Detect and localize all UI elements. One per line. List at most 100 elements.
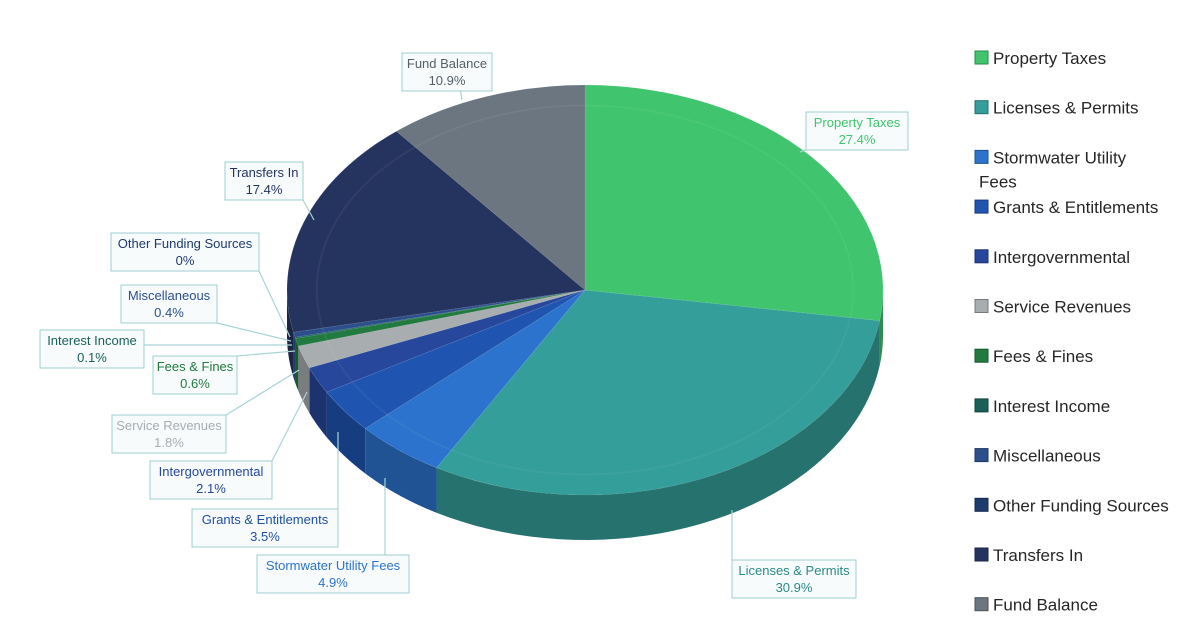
pie-side-service-revenues <box>298 345 310 413</box>
callout-value: 2.1% <box>196 481 226 496</box>
pie-slice-fund-balance <box>395 84 586 292</box>
callout-value: 10.9% <box>429 73 466 88</box>
pie-slice-intergovernmental <box>308 289 586 393</box>
callout-other-funding-sources: Other Funding Sources 0% <box>110 232 291 338</box>
callout-value: 1.8% <box>154 435 184 450</box>
callout-value: 0% <box>176 253 195 268</box>
pie-side-stormwater-utility-fees <box>365 428 437 513</box>
callout-leader <box>271 391 308 462</box>
pie-side-property-taxes <box>879 290 883 366</box>
legend-label: Stormwater Utility Fees <box>979 148 1127 191</box>
pie-side-transfers-in <box>287 290 294 378</box>
callout-fees-and-fines: Fees & Fines 0.6% <box>152 350 296 395</box>
callout-grants-and-entitlements: Grants & Entitlements 3.5% <box>191 432 339 548</box>
callout-box <box>111 414 227 454</box>
legend-item-grants-and-entitlements: Grants & Entitlements <box>974 198 1158 217</box>
pie-slice-stormwater-utility-fees <box>364 289 586 469</box>
legend-swatch <box>974 597 989 612</box>
callout-value: 0.4% <box>154 305 184 320</box>
pie-slice-interest-income <box>294 289 586 340</box>
legend-item-service-revenues: Service Revenues <box>974 298 1131 317</box>
callout-value: 30.9% <box>776 580 813 595</box>
callout-box <box>191 508 339 548</box>
callout-property-taxes: Property Taxes 27.4% <box>799 111 909 153</box>
legend: Property Taxes Licenses & Permits Stormwat… <box>974 49 1169 615</box>
pie-depth <box>287 290 883 540</box>
legend-label: Miscellaneous <box>993 447 1101 466</box>
callout-miscellaneous: Miscellaneous 0.4% <box>120 284 292 342</box>
pie-side-licenses-and-permits <box>436 320 880 540</box>
pie-slice-grants-and-entitlements <box>325 289 586 430</box>
callout-fund-balance: Fund Balance 10.9% <box>401 52 493 101</box>
callout-name: Property Taxes <box>814 115 901 130</box>
legend-label: Service Revenues <box>993 298 1131 317</box>
legend-label: Fund Balance <box>993 596 1098 615</box>
legend-item-stormwater-utility-fees: Stormwater Utility Fees <box>974 148 1127 191</box>
callout-stormwater-utility-fees: Stormwater Utility Fees 4.9% <box>256 478 410 594</box>
legend-label: Fees & Fines <box>993 347 1093 366</box>
callout-leader <box>799 149 807 153</box>
pie-slice-miscellaneous <box>292 289 586 338</box>
legend-swatch <box>974 448 989 463</box>
legend-label: Other Funding Sources <box>993 496 1169 515</box>
legend-item-transfers-in: Transfers In <box>974 546 1083 565</box>
callout-box <box>731 559 857 599</box>
callout-leader <box>216 322 292 342</box>
legend-label: Grants & Entitlements <box>993 198 1158 217</box>
callout-leader <box>236 350 296 357</box>
pie-slice-service-revenues <box>297 289 586 369</box>
callout-box <box>152 355 238 395</box>
legend-item-other-funding-sources: Other Funding Sources <box>974 496 1169 515</box>
callout-name: Fees & Fines <box>157 359 234 374</box>
pie-side-intergovernmental <box>309 367 327 438</box>
callout-leader <box>459 90 463 101</box>
callout-name: Service Revenues <box>116 418 222 433</box>
pie-slice-licenses-and-permits <box>435 289 881 496</box>
legend-item-intergovernmental: Intergovernmental <box>974 248 1130 267</box>
callout-name: Fund Balance <box>407 56 487 71</box>
legend-swatch <box>974 199 989 214</box>
legend-item-property-taxes: Property Taxes <box>974 49 1106 68</box>
legend-label: Transfers In <box>993 546 1083 565</box>
callout-box <box>39 329 145 369</box>
callout-box <box>110 232 260 272</box>
pie-sheen <box>315 104 855 476</box>
legend-swatch <box>974 348 989 363</box>
callout-box <box>401 52 493 92</box>
legend-swatch <box>974 547 989 562</box>
callout-licenses-and-permits: Licenses & Permits 30.9% <box>731 510 857 599</box>
legend-item-interest-income: Interest Income <box>974 397 1110 416</box>
legend-label: Interest Income <box>993 397 1110 416</box>
callout-service-revenues: Service Revenues 1.8% <box>111 369 300 454</box>
callout-name: Other Funding Sources <box>118 236 253 251</box>
callout-interest-income: Interest Income 0.1% <box>39 329 292 369</box>
callout-value: 0.1% <box>77 350 107 365</box>
legend-item-miscellaneous: Miscellaneous <box>974 447 1101 466</box>
legend-label: Property Taxes <box>993 49 1106 68</box>
pie-slice-property-taxes <box>584 84 884 322</box>
callout-transfers-in: Transfers In 17.4% <box>224 161 315 221</box>
legend-swatch <box>974 249 989 264</box>
legend-label: Intergovernmental <box>993 248 1130 267</box>
legend-swatch <box>974 50 989 65</box>
legend-item-licenses-and-permits: Licenses & Permits <box>974 99 1139 118</box>
callout-leader <box>225 369 300 416</box>
pie-top <box>286 84 884 496</box>
callout-name: Intergovernmental <box>159 464 264 479</box>
legend-swatch <box>974 497 989 512</box>
pie-side-miscellaneous <box>293 332 296 383</box>
callout-name: Transfers In <box>230 165 299 180</box>
callout-value: 0.6% <box>180 376 210 391</box>
callout-box <box>256 554 410 594</box>
data-callouts: Property Taxes 27.4% Licenses & Permits 30.… <box>39 52 909 599</box>
callout-box <box>224 161 304 201</box>
callout-value: 17.4% <box>246 182 283 197</box>
callout-value: 4.9% <box>318 575 348 590</box>
legend-swatch <box>974 149 989 164</box>
legend-swatch <box>974 100 989 115</box>
callout-box <box>805 111 909 151</box>
pie-slice-transfers-in <box>286 130 587 333</box>
legend-swatch <box>974 299 989 313</box>
pie-side-grants-and-entitlements <box>326 392 366 474</box>
